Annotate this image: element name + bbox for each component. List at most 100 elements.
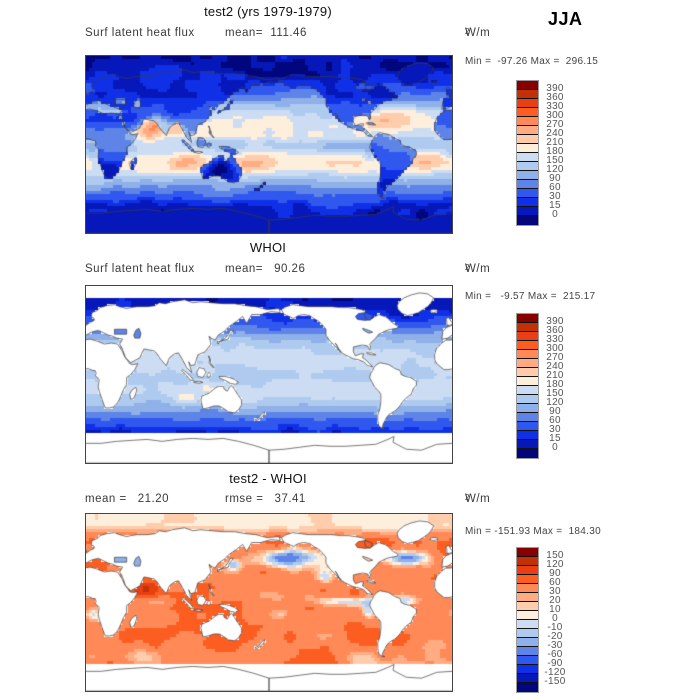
colorbar-tick-label: 180 [546,379,564,390]
panel1-variable-label: Surf latent heat flux [85,27,195,39]
colorbar-tick-label: 0 [552,442,558,453]
colorbar-tick-label: 300 [546,110,564,121]
colorbar-segment [517,566,538,575]
colorbar-segment [517,108,538,117]
colorbar-segment [517,413,538,422]
colorbar-segment [517,440,538,449]
panel2-map-frame [85,285,453,464]
colorbar-tick-label: 300 [546,343,564,354]
colorbar-tick-label: -150 [544,676,566,687]
colorbar-tick-label: 90 [549,173,561,184]
panel3-title: test2 - WHOI [229,471,307,486]
colorbar-tick-label: 330 [546,101,564,112]
colorbar-segment [517,180,538,189]
colorbar-tick-label: 210 [546,370,564,381]
colorbar-segment [517,593,538,602]
colorbar-segment [517,683,538,692]
colorbar-tick-label: -20 [547,631,563,642]
season-label: JJA [548,9,583,29]
colorbar-tick-label: 390 [546,316,564,327]
colorbar-segment [517,656,538,665]
colorbar-segment [517,449,538,458]
panel3-minmax-label: Min = -151.93 Max = 184.30 [465,526,601,537]
colorbar-segment [517,314,538,323]
colorbar-segment [517,350,538,359]
colorbar-tick-label: -60 [547,649,563,660]
colorbar-segment [517,323,538,332]
panel2-units-label: W/m 2 [465,263,491,275]
colorbar-segment [517,674,538,683]
colorbar-segment [517,332,538,341]
colorbar-segment [517,386,538,395]
colorbar-segment [517,548,538,557]
colorbar-tick-label: 120 [546,164,564,175]
panel3-map-canvas [86,514,452,691]
colorbar-tick-label: 150 [546,155,564,166]
colorbar-tick-label: 90 [549,406,561,417]
panel1-minmax-label: Min = -97.26 Max = 296.15 [465,56,599,67]
panel1-mean-label: mean= 111.46 [225,27,307,39]
colorbar-tick-label: -90 [547,658,563,669]
colorbar-tick-label: 10 [549,604,561,615]
colorbar-segment [517,629,538,638]
colorbar-segment [517,81,538,90]
colorbar-segment [517,431,538,440]
panel3-mean-label: mean = 21.20 [85,493,170,505]
panel2-mean-label: mean= 90.26 [225,263,306,275]
colorbar-tick-label: 120 [546,397,564,408]
colorbar-tick-label: -30 [547,640,563,651]
colorbar-segment [517,90,538,99]
colorbar-tick-label: 15 [549,433,561,444]
panel3-colorbar [516,547,539,693]
colorbar-tick-label: 270 [546,119,564,130]
colorbar-tick-label: 30 [549,191,561,202]
colorbar-segment [517,557,538,566]
colorbar-segment [517,359,538,368]
colorbar-tick-label: 210 [546,137,564,148]
panel2-minmax-label: Min = -9.57 Max = 215.17 [465,291,596,302]
colorbar-tick-label: 240 [546,128,564,139]
colorbar-segment [517,620,538,629]
colorbar-tick-label: 390 [546,83,564,94]
panel1-colorbar [516,80,539,226]
colorbar-segment [517,198,538,207]
colorbar-tick-label: 0 [552,613,558,624]
panel2-colorbar [516,313,539,459]
colorbar-segment [517,377,538,386]
panel1-map-canvas [86,56,452,233]
colorbar-tick-label: 30 [549,586,561,597]
colorbar-tick-label: 240 [546,361,564,372]
panel1-units-label: W/m 2 [465,27,491,39]
panel2-title: WHOI [249,240,287,255]
colorbar-tick-label: 90 [549,568,561,579]
colorbar-segment [517,638,538,647]
colorbar-tick-label: 15 [549,200,561,211]
colorbar-segment [517,602,538,611]
colorbar-segment [517,189,538,198]
colorbar-tick-label: 60 [549,182,561,193]
colorbar-tick-label: 360 [546,92,564,103]
colorbar-segment [517,216,538,225]
colorbar-segment [517,647,538,656]
colorbar-segment [517,584,538,593]
colorbar-tick-label: 270 [546,352,564,363]
colorbar-tick-label: 20 [549,595,561,606]
colorbar-segment [517,162,538,171]
colorbar-segment [517,611,538,620]
colorbar-tick-label: 180 [546,146,564,157]
panel3-units-label: W/m 2 [465,493,491,505]
colorbar-segment [517,665,538,674]
colorbar-segment [517,153,538,162]
colorbar-tick-label: -10 [547,622,563,633]
panel2-variable-label: Surf latent heat flux [85,263,195,275]
panel1-title: test2 (yrs 1979-1979) [204,4,332,19]
colorbar-tick-label: 60 [549,577,561,588]
colorbar-segment [517,341,538,350]
colorbar-segment [517,117,538,126]
colorbar-segment [517,171,538,180]
colorbar-segment [517,404,538,413]
colorbar-tick-label: 0 [552,209,558,220]
colorbar-segment [517,207,538,216]
colorbar-segment [517,395,538,404]
